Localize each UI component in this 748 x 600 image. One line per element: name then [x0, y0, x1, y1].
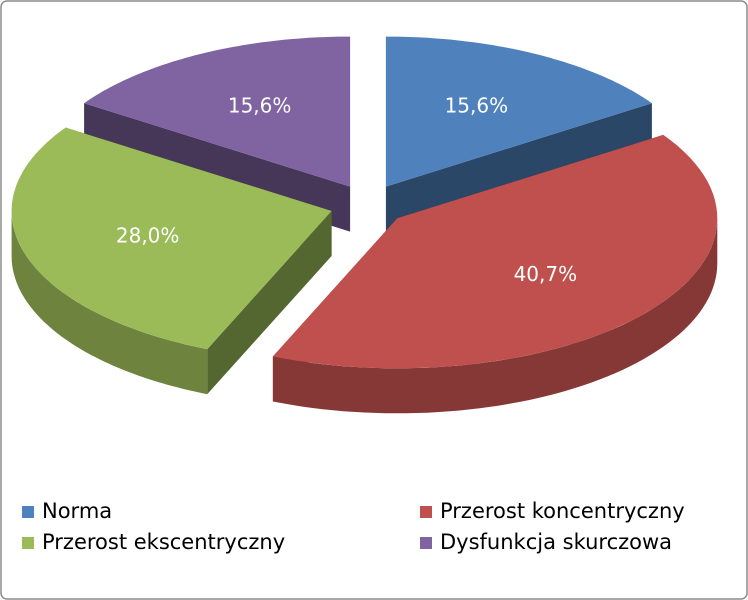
data-label: 28,0% [116, 223, 180, 247]
legend-label: Przerost ekscentryczny [42, 530, 285, 554]
legend: Norma Przerost koncentryczny Przerost eksc… [22, 499, 685, 554]
legend-swatch [22, 537, 34, 549]
legend-swatch [22, 506, 34, 518]
legend-swatch [420, 537, 432, 549]
legend-label: Dysfunkcja skurczowa [440, 530, 672, 554]
slice-side [272, 218, 718, 414]
slice [272, 134, 718, 369]
data-label: 15,6% [228, 94, 292, 118]
pie: 15,6% 15,6% 28,0% 40,7% [11, 36, 718, 414]
legend-label: Przerost koncentryczny [440, 499, 685, 523]
slice-side [11, 211, 208, 395]
data-label: 15,6% [445, 94, 509, 118]
slice-cut-face [207, 211, 332, 395]
slice [11, 127, 332, 350]
legend-swatch [420, 506, 432, 518]
slice [385, 36, 652, 187]
data-label: 40,7% [514, 262, 578, 286]
slice [84, 36, 351, 187]
legend-label: Norma [42, 499, 112, 523]
slice-cut-face [385, 103, 652, 232]
